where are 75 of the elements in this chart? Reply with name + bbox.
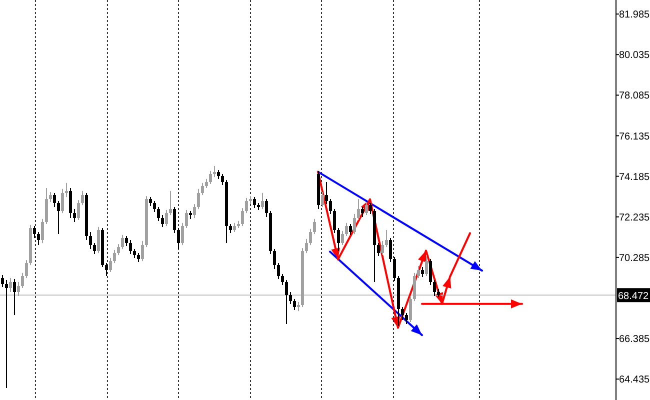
y-tick-label: 76.135 xyxy=(619,131,650,142)
candlestick xyxy=(109,258,112,272)
candlestick xyxy=(405,312,408,324)
candlestick xyxy=(241,208,244,226)
candlestick xyxy=(157,206,160,222)
candlestick xyxy=(293,298,296,310)
candlestick xyxy=(121,234,124,250)
candlestick xyxy=(309,228,312,246)
y-tick-label: 78.085 xyxy=(619,90,650,102)
y-tick-label: 72.235 xyxy=(619,212,650,224)
y-tick-label: 80.035 xyxy=(619,50,650,62)
candlestick xyxy=(197,188,200,210)
candlestick xyxy=(245,198,248,214)
candlestick xyxy=(165,210,168,226)
candlestick xyxy=(185,210,188,228)
candlestick xyxy=(181,222,184,246)
candlestick xyxy=(117,244,120,256)
candlestick xyxy=(93,242,96,254)
candlestick xyxy=(25,260,28,278)
y-tick-label: 66.385 xyxy=(619,334,650,346)
y-tick-label: 81.985 xyxy=(619,10,650,21)
candlestick xyxy=(173,206,176,234)
candlestick xyxy=(177,228,180,250)
candlestick xyxy=(253,196,256,208)
candlestick xyxy=(5,280,8,388)
candlestick xyxy=(193,204,196,218)
candlestick xyxy=(65,182,68,198)
candlestick xyxy=(305,238,308,254)
candlestick xyxy=(89,232,92,250)
candlestick xyxy=(281,274,284,286)
candlestick xyxy=(77,200,80,220)
candlestick xyxy=(125,236,128,246)
candlestick xyxy=(9,278,12,292)
y-tick-label: 74.185 xyxy=(619,172,650,183)
candlestick xyxy=(153,200,156,212)
candlestick xyxy=(141,240,144,262)
candlestick xyxy=(49,192,52,202)
candlestick xyxy=(161,214,164,228)
candlestick xyxy=(413,272,416,302)
candlestick xyxy=(209,170,212,184)
y-tick-label: 70.285 xyxy=(619,252,650,264)
candlestick xyxy=(221,174,224,186)
candlestick xyxy=(97,226,100,254)
candlestick xyxy=(169,190,172,216)
y-tick-label: 64.435 xyxy=(619,374,650,386)
candlestick xyxy=(73,208,76,222)
candlestick xyxy=(81,190,84,206)
candlestick xyxy=(213,166,216,178)
candlestick xyxy=(13,278,16,316)
candlestick xyxy=(201,182,204,196)
candlestick xyxy=(69,188,72,218)
candlestick xyxy=(409,296,412,322)
candlestick xyxy=(17,282,20,296)
candlestick xyxy=(45,188,48,224)
candlestick xyxy=(313,218,316,234)
candlestick xyxy=(129,240,132,254)
candlestick xyxy=(273,248,276,270)
candlestick xyxy=(433,280,436,296)
candlestick xyxy=(1,274,4,288)
candlestick xyxy=(401,306,404,320)
candlestick xyxy=(285,280,288,324)
candlestick xyxy=(289,292,292,304)
candlestick xyxy=(21,272,24,288)
candlestick xyxy=(61,188,64,214)
candlestick xyxy=(265,198,268,218)
candlestick xyxy=(113,250,116,264)
candlestick xyxy=(53,192,56,208)
candlestick xyxy=(33,226,36,238)
candlestick xyxy=(37,232,40,246)
candlestick xyxy=(105,262,108,276)
candlestick xyxy=(57,200,60,234)
ref-line-label: 68.472 xyxy=(618,291,650,302)
candlestick xyxy=(41,218,44,244)
candlestick xyxy=(277,262,280,280)
candlestick xyxy=(261,192,264,210)
